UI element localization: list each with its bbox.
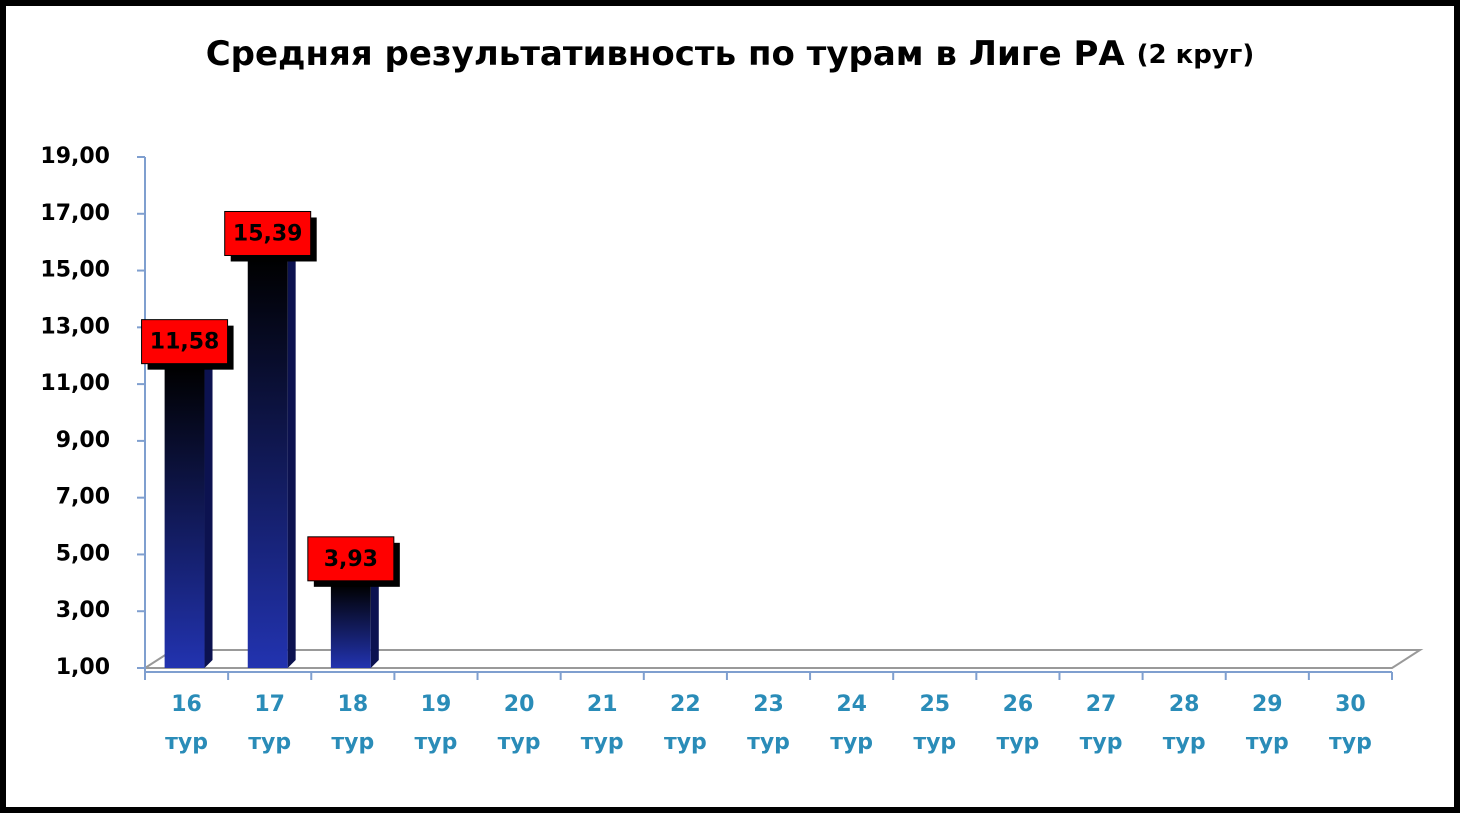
data-label-box (141, 319, 229, 365)
y-tick-label: 9,00 (56, 428, 110, 453)
y-tick-label: 1,00 (56, 655, 110, 680)
background (6, 6, 1454, 807)
x-tick-label: 25 тур (913, 692, 957, 755)
y-tick-label: 5,00 (56, 541, 110, 566)
x-tick-label: 16 тур (165, 692, 208, 755)
bar (164, 367, 205, 668)
data-label: 3,93 (324, 547, 378, 572)
chart-title: Средняя результативность по турам в Лиге… (206, 34, 1255, 74)
bar-side (370, 576, 379, 668)
bar (330, 584, 371, 668)
y-tick-label: 7,00 (56, 485, 110, 510)
x-tick-label: 20 тур (497, 692, 541, 755)
data-label-box (224, 210, 312, 256)
x-tick-label: 17 тур (248, 692, 292, 755)
data-label-box (307, 536, 395, 582)
x-tick-label: 23 тур (747, 692, 790, 755)
data-label: 11,58 (150, 330, 220, 355)
x-tick-label: 30 тур (1329, 692, 1372, 755)
floor (141, 649, 1424, 669)
x-tick-label: 22 тур (663, 692, 707, 755)
y-tick-label: 3,00 (56, 598, 110, 623)
bar (247, 259, 288, 668)
x-tick-label: 26 тур (996, 692, 1040, 755)
x-tick-label: 24 тур (830, 692, 874, 755)
bar-side (204, 359, 213, 668)
x-tick-label: 18 тур (331, 692, 375, 755)
x-tick-label: 29 тур (1245, 692, 1289, 755)
title-suffix: (2 круг) (1137, 40, 1255, 70)
x-tick-label: 27 тур (1079, 692, 1123, 755)
x-tick-label: 21 тур (580, 692, 624, 755)
title-main: Средняя результативность по турам в Лиге… (206, 34, 1126, 74)
y-tick-label: 19,00 (40, 144, 110, 169)
y-tick-label: 11,00 (40, 371, 110, 396)
x-tick-label: 19 тур (414, 692, 458, 755)
y-tick-label: 17,00 (40, 201, 110, 226)
data-label: 15,39 (233, 221, 303, 246)
y-tick-label: 15,00 (40, 258, 110, 283)
y-tick-label: 13,00 (40, 314, 110, 339)
bar-side (287, 251, 296, 668)
x-tick-label: 28 тур (1162, 692, 1206, 755)
